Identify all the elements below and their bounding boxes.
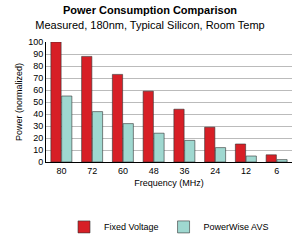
svg-text:80: 80 <box>56 166 66 176</box>
svg-text:80: 80 <box>33 61 43 71</box>
svg-text:10: 10 <box>33 145 43 155</box>
svg-text:60: 60 <box>118 166 128 176</box>
svg-text:30: 30 <box>33 121 43 131</box>
svg-text:PowerWise AVS: PowerWise AVS <box>204 222 269 232</box>
svg-text:Frequency (MHz): Frequency (MHz) <box>134 178 204 188</box>
svg-text:60: 60 <box>33 85 43 95</box>
svg-text:20: 20 <box>33 133 43 143</box>
svg-text:72: 72 <box>87 166 97 176</box>
svg-text:40: 40 <box>33 109 43 119</box>
svg-text:48: 48 <box>149 166 159 176</box>
svg-text:0: 0 <box>38 157 43 167</box>
svg-text:Power (normalized): Power (normalized) <box>14 63 24 141</box>
svg-text:90: 90 <box>33 49 43 59</box>
svg-text:70: 70 <box>33 73 43 83</box>
svg-text:6: 6 <box>274 166 279 176</box>
svg-text:12: 12 <box>241 166 251 176</box>
svg-text:50: 50 <box>33 97 43 107</box>
svg-text:24: 24 <box>210 166 220 176</box>
svg-text:100: 100 <box>28 37 43 47</box>
svg-text:Fixed Voltage: Fixed Voltage <box>104 222 159 232</box>
svg-text:Power Consumption ComparisonMe: Power Consumption ComparisonMeasured, 18… <box>35 4 264 30</box>
svg-text:36: 36 <box>179 166 189 176</box>
